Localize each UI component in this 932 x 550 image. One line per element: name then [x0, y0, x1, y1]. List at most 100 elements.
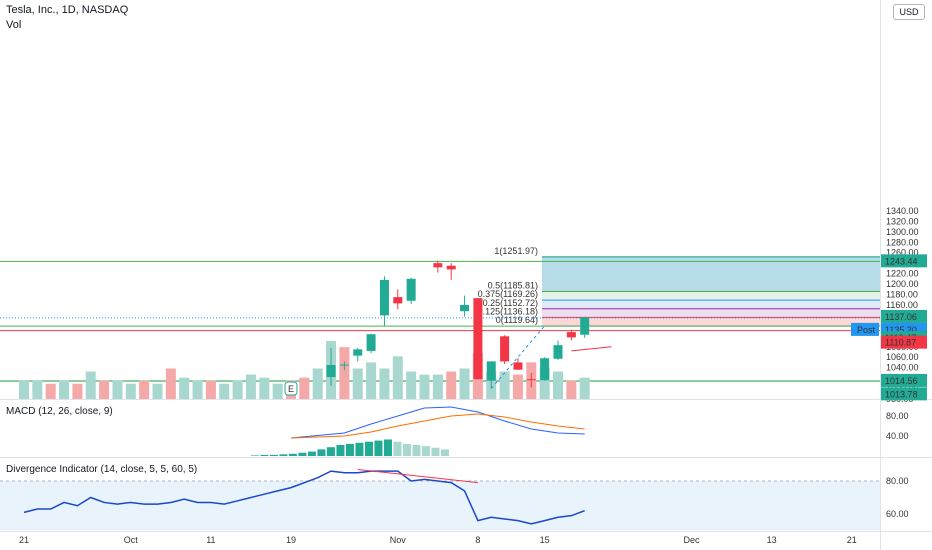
post-label: Post — [857, 325, 876, 335]
currency-button[interactable]: USD — [893, 4, 925, 20]
x-tick-label: Nov — [390, 535, 407, 545]
macd-histogram-bar — [393, 441, 402, 456]
macd-histogram-bar — [421, 446, 430, 456]
fib-zone — [541, 300, 880, 309]
price-tick-label: 1320.00 — [886, 216, 919, 226]
price-tick-label: 1280.00 — [886, 237, 919, 247]
x-tick-label: 21 — [19, 535, 29, 545]
volume-bar — [272, 383, 283, 399]
volume-bar — [512, 374, 523, 399]
price-label: 1137.06 — [885, 312, 917, 322]
volume-bar — [579, 377, 590, 399]
candle — [526, 379, 536, 381]
macd-histogram-bar — [307, 451, 316, 456]
volume-bar — [59, 380, 70, 399]
volume-bar — [32, 380, 43, 399]
candle — [406, 278, 416, 301]
volume-bar — [366, 362, 377, 399]
price-label-box — [881, 309, 927, 323]
macd-histogram-bar — [269, 454, 278, 456]
volume-bar — [192, 380, 203, 399]
volume-bar — [152, 383, 163, 399]
fib-zone — [541, 308, 880, 318]
macd-histogram-bar — [317, 449, 326, 456]
candle — [379, 279, 389, 316]
candle — [553, 345, 563, 359]
macd-histogram-bar — [431, 447, 440, 456]
fib-level-label: 0.5(1185.81) — [488, 280, 538, 290]
earnings-marker — [284, 381, 298, 396]
divergence-tick-label: 60.00 — [886, 509, 909, 519]
divergence-label: Divergence Indicator (14, close, 5, 5, 6… — [6, 464, 197, 475]
macd-tick-label: 40.00 — [886, 431, 909, 441]
macd-line — [290, 413, 585, 439]
candle — [580, 317, 590, 335]
volume-bar — [232, 380, 243, 399]
divergence-band — [0, 481, 880, 531]
price-tick-label: 1200.00 — [886, 279, 919, 289]
fib-zone — [541, 256, 880, 292]
price-label: 1014.56 — [885, 376, 918, 386]
fib-zone — [541, 317, 880, 327]
macd-histogram-bar — [250, 455, 259, 456]
trend-line — [571, 346, 612, 352]
candle — [540, 358, 550, 381]
fib-level-label: 0.125(1136.18) — [478, 306, 538, 316]
volume-bar — [299, 377, 310, 399]
candle — [339, 364, 349, 366]
volume-label: Vol — [6, 19, 22, 31]
macd-histogram-bar — [298, 452, 307, 456]
macd-label: MACD (12, 26, close, 9) — [6, 406, 113, 417]
volume-bar — [205, 380, 216, 399]
price-tick-label: 1300.00 — [886, 227, 919, 237]
volume-bar — [566, 380, 577, 399]
price-label: 1110.87 — [885, 338, 916, 348]
x-tick-label: Oct — [124, 535, 139, 545]
macd-histogram-bar — [260, 454, 269, 456]
fib-level-label: 0(1119.64) — [496, 315, 538, 325]
volume-bar — [45, 383, 56, 399]
macd-histogram-bar — [326, 447, 335, 456]
macd-histogram-bar — [383, 439, 392, 456]
price-tick-label: 1260.00 — [886, 248, 919, 258]
candle — [326, 365, 336, 378]
volume-bar — [112, 380, 123, 399]
candle — [433, 263, 443, 268]
price-label-box — [881, 335, 927, 349]
volume-bar — [125, 383, 136, 399]
x-tick-label: Dec — [683, 535, 700, 545]
macd-histogram-bar — [402, 443, 411, 456]
candle — [500, 336, 510, 362]
volume-bar — [245, 374, 256, 399]
fib-level-label: 1(1251.97) — [494, 246, 538, 256]
candle — [566, 332, 576, 338]
price-label: 1243.44 — [885, 256, 918, 266]
volume-bar — [139, 380, 150, 399]
macd-histogram-bar — [345, 443, 354, 456]
volume-bar — [19, 380, 29, 399]
volume-bar — [446, 371, 457, 399]
price-label: 1135.20 — [885, 325, 917, 335]
volume-bar — [99, 380, 110, 399]
price-label-box — [881, 254, 927, 268]
volume-bar — [406, 371, 417, 399]
price-label-box — [881, 373, 927, 387]
price-tick-label: 1340.00 — [886, 206, 919, 216]
x-tick-label: 15 — [540, 535, 550, 545]
divergence-line — [23, 470, 585, 525]
macd-histogram-bar — [412, 445, 421, 456]
volume-bar — [352, 368, 363, 399]
candle — [353, 349, 363, 356]
volume-bar — [432, 374, 443, 399]
candle — [513, 362, 523, 370]
x-tick-label: 13 — [767, 535, 777, 545]
volume-bar — [379, 368, 390, 399]
candle — [366, 334, 376, 351]
price-tick-label: 1040.00 — [886, 363, 919, 373]
candle — [473, 298, 483, 380]
x-tick-label: 11 — [206, 535, 215, 545]
price-tick-label: 1060.00 — [886, 352, 919, 362]
macd-line — [290, 406, 585, 439]
macd-histogram-bar — [336, 445, 345, 456]
